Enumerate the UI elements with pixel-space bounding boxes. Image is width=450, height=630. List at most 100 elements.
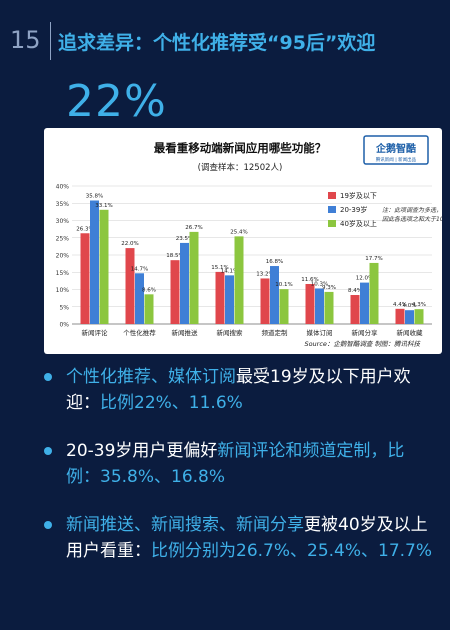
x-tick-label: 新闻收藏	[397, 328, 424, 337]
bar	[270, 266, 279, 324]
bar-value-label: 11.6%	[301, 277, 318, 283]
y-tick-label: 15%	[56, 270, 70, 277]
chart-subtitle: (调查样本：12502人)	[198, 162, 283, 173]
highlight-text: 新闻推送、新闻搜索、新闻分享	[66, 515, 304, 535]
bar	[305, 283, 315, 324]
bar-value-label: 26.7%	[185, 225, 202, 231]
x-tick-label: 频道定制	[262, 328, 289, 337]
bar	[125, 248, 135, 324]
bar	[170, 260, 180, 324]
logo-frame	[363, 135, 429, 165]
big-stat: 22%	[66, 76, 167, 127]
body-text: 更被40岁及以上用户看重：	[66, 515, 428, 561]
bar-value-label: 35.8%	[86, 193, 103, 199]
bar	[360, 282, 369, 324]
bullet-item: 新闻推送、新闻搜索、新闻分享更被40岁及以上用户看重：比例分别为26.7%、25…	[38, 512, 438, 564]
bar-value-label: 8.6%	[142, 287, 156, 293]
body-text: 最受19岁及以下用户欢迎：	[66, 367, 411, 413]
y-tick-label: 20%	[56, 253, 70, 260]
bar	[350, 295, 360, 324]
bar	[315, 288, 324, 324]
bar	[90, 200, 99, 324]
bar-value-label: 33.1%	[95, 203, 112, 209]
bar	[180, 242, 189, 324]
page-number: 15	[10, 26, 41, 54]
page-title: 追求差异：个性化推荐受“95后”欢迎	[58, 32, 376, 54]
bar	[369, 262, 379, 324]
legend-label: 40岁及以上	[340, 219, 377, 228]
body-text: 20-39岁用户更偏好	[66, 441, 218, 461]
y-tick-label: 10%	[56, 287, 70, 294]
bar	[215, 271, 225, 324]
legend-label: 19岁及以下	[340, 191, 377, 200]
bar-value-label: 10.3%	[311, 281, 328, 287]
y-tick-label: 25%	[56, 235, 70, 242]
highlight-text: 新闻评论和频道定制，比例：35.8%、16.8%	[66, 441, 405, 487]
bullet-dot-icon	[44, 447, 52, 455]
bar-value-label: 10.1%	[275, 282, 292, 288]
header-divider	[50, 22, 51, 60]
bar-value-label: 22.0%	[121, 241, 138, 247]
bar-value-label: 4.3%	[412, 302, 426, 308]
y-tick-label: 40%	[56, 184, 70, 191]
bar-value-label: 14.7%	[131, 266, 148, 272]
bullet-dot-icon	[44, 373, 52, 381]
legend-label: 20-39岁	[340, 205, 367, 214]
highlight-text: 个性化推荐、媒体订阅	[66, 367, 236, 387]
bar	[234, 236, 244, 324]
bar	[260, 278, 270, 324]
highlight-text: 比例分别为26.7%、25.4%、17.7%	[151, 541, 433, 561]
bar	[324, 291, 334, 324]
bullet-list: 个性化推荐、媒体订阅最受19岁及以下用户欢迎：比例22%、11.6% 20-39岁…	[38, 364, 438, 586]
bullet-item: 20-39岁用户更偏好新闻评论和频道定制，比例：35.8%、16.8%	[38, 438, 438, 490]
bar	[135, 273, 144, 324]
bar-value-label: 23.5%	[176, 236, 193, 242]
bar-value-label: 25.4%	[230, 229, 247, 235]
bar	[99, 209, 109, 324]
bar	[279, 289, 289, 324]
chart-title: 最看重移动端新闻应用哪些功能？	[154, 141, 327, 155]
bar-value-label: 16.8%	[266, 259, 283, 265]
bar	[80, 233, 90, 324]
y-tick-label: 30%	[56, 218, 70, 225]
chart-panel: 最看重移动端新闻应用哪些功能？ (调查样本：12502人) 企鹅智酷 腾讯新闻 | 新…	[44, 128, 442, 354]
x-tick-label: 个性化推荐	[123, 328, 156, 337]
bar-value-label: 14.1%	[221, 268, 238, 274]
bar-value-label: 26.3%	[76, 226, 93, 232]
bar	[405, 310, 414, 324]
bar	[144, 294, 154, 324]
bar-value-label: 9.3%	[322, 285, 336, 291]
x-tick-label: 新闻搜索	[217, 328, 244, 337]
legend-swatch	[328, 192, 336, 199]
bar-value-label: 4.0%	[403, 303, 417, 309]
logo-subtext: 腾讯新闻 | 新闻出品	[376, 156, 417, 163]
bar	[225, 275, 234, 324]
bar-value-label: 12.0%	[356, 276, 373, 282]
bar-value-label: 17.7%	[365, 256, 382, 262]
x-tick-label: 媒体订阅	[307, 328, 333, 337]
bar-value-label: 13.2%	[256, 271, 273, 277]
bar-value-label: 18.5%	[166, 253, 183, 259]
bullet-dot-icon	[44, 521, 52, 529]
bar	[189, 231, 199, 324]
bar-value-label: 4.4%	[393, 302, 407, 308]
logo-text: 企鹅智酷	[375, 142, 416, 155]
bar	[414, 309, 424, 324]
x-tick-label: 新闻推送	[172, 328, 199, 337]
y-tick-label: 35%	[56, 201, 70, 208]
legend-swatch	[328, 206, 336, 213]
bullet-item: 个性化推荐、媒体订阅最受19岁及以下用户欢迎：比例22%、11.6%	[38, 364, 438, 416]
chart-note-line1: 注：此项调查为多选，	[382, 206, 442, 214]
highlight-text: 比例22%、11.6%	[100, 393, 243, 413]
chart-note-line2: 因此各选项之和大于100%	[382, 215, 442, 223]
chart-source: Source：企鹅智酷调查 制图：腾讯科技	[304, 340, 421, 348]
bar-value-label: 8.4%	[348, 288, 362, 294]
bar-value-label: 15.1%	[211, 265, 228, 271]
page-header: 15 追求差异：个性化推荐受“95后”欢迎	[0, 0, 450, 62]
x-tick-label: 新闻评论	[82, 328, 109, 337]
legend-swatch	[328, 220, 336, 227]
y-tick-label: 5%	[59, 304, 69, 311]
y-tick-label: 0%	[59, 322, 69, 329]
x-tick-label: 新闻分享	[352, 328, 379, 337]
